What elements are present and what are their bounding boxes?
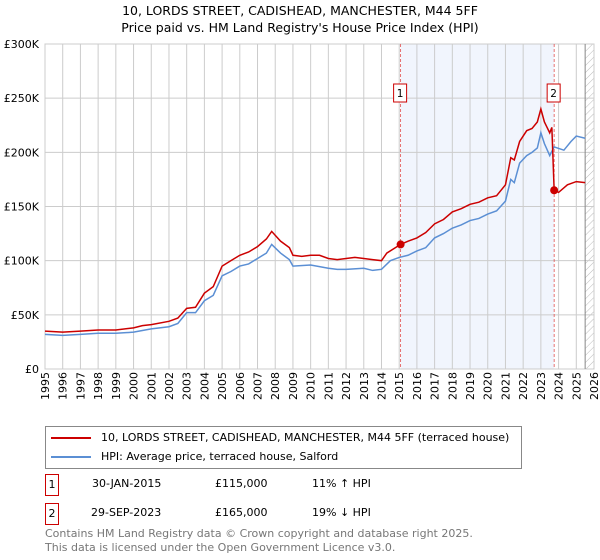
x-tick-label: 2026 bbox=[588, 372, 600, 400]
legend: 10, LORDS STREET, CADISHEAD, MANCHESTER,… bbox=[45, 426, 522, 469]
footer-line: This data is licensed under the Open Gov… bbox=[45, 541, 396, 554]
sale-point bbox=[550, 186, 559, 195]
x-tick-label: 1998 bbox=[92, 372, 105, 400]
x-tick-label: 2009 bbox=[287, 372, 300, 400]
x-tick-label: 1995 bbox=[39, 372, 52, 400]
footer-line: Contains HM Land Registry data © Crown c… bbox=[45, 527, 473, 540]
x-tick-label: 2021 bbox=[499, 372, 512, 400]
table-row: 1 30-JAN-2015 £115,000 11% ↑ HPI bbox=[45, 474, 445, 496]
sale-label: 2 bbox=[550, 88, 557, 100]
x-tick-label: 2002 bbox=[163, 372, 176, 400]
y-tick-label: £0 bbox=[25, 363, 39, 376]
y-tick-label: £200K bbox=[4, 146, 40, 159]
sale-price: £165,000 bbox=[215, 506, 268, 519]
footer: Contains HM Land Registry data © Crown c… bbox=[45, 527, 473, 555]
sale-label-box bbox=[393, 83, 408, 103]
x-tick-label: 2011 bbox=[322, 372, 335, 400]
sale-label-box bbox=[546, 83, 561, 103]
x-tick-label: 2022 bbox=[517, 372, 530, 400]
x-tick-label: 2016 bbox=[411, 372, 424, 400]
chart-subtitle: Price paid vs. HM Land Registry's House … bbox=[121, 20, 479, 35]
y-tick-label: £50K bbox=[11, 309, 40, 322]
x-tick-label: 2015 bbox=[393, 372, 406, 400]
price-chart: 1995 1996 1997 1998 1999 2000 2001 2002 2003 2004… bbox=[4, 38, 600, 400]
x-tick-label: 2004 bbox=[198, 372, 211, 400]
sale-label: 1 bbox=[397, 88, 404, 100]
y-tick-label: £300K bbox=[4, 38, 40, 51]
y-tick-label: £150K bbox=[4, 201, 40, 214]
x-tick-label: 2017 bbox=[429, 372, 442, 400]
x-tick-label: 2025 bbox=[570, 372, 583, 400]
y-tick-label: £250K bbox=[4, 92, 40, 105]
y-tick-label: £100K bbox=[4, 255, 40, 268]
sale-badge: 2 bbox=[45, 503, 59, 525]
x-tick-label: 2008 bbox=[269, 372, 282, 400]
sale-badge: 1 bbox=[45, 474, 59, 496]
x-tick-label: 2023 bbox=[535, 372, 548, 400]
legend-blue-line bbox=[51, 455, 91, 458]
x-tick-label: 2019 bbox=[464, 372, 477, 400]
legend-hpi: HPI: Average price, terraced house, Salf… bbox=[101, 450, 339, 463]
sale-hpi: 11% ↑ HPI bbox=[312, 477, 371, 490]
x-tick-label: 2006 bbox=[234, 372, 247, 400]
x-tick-label: 2007 bbox=[252, 372, 265, 400]
x-tick-label: 2018 bbox=[446, 372, 459, 400]
legend-property: 10, LORDS STREET, CADISHEAD, MANCHESTER,… bbox=[101, 431, 510, 444]
x-tick-label: 2012 bbox=[340, 372, 353, 400]
sale-price: £115,000 bbox=[215, 477, 268, 490]
x-tick-label: 2014 bbox=[375, 372, 388, 400]
table-row: 2 29-SEP-2023 £165,000 19% ↓ HPI bbox=[45, 503, 445, 525]
x-tick-label: 2020 bbox=[482, 372, 495, 400]
x-tick-label: 1996 bbox=[57, 372, 70, 400]
x-tick-label: 1999 bbox=[110, 372, 123, 400]
chart-title: 10, LORDS STREET, CADISHEAD, MANCHESTER,… bbox=[122, 3, 478, 18]
sale-date: 29-SEP-2023 bbox=[91, 506, 162, 519]
legend-red-line bbox=[51, 436, 91, 439]
hpi-line bbox=[44, 130, 586, 337]
x-tick-label: 1997 bbox=[74, 372, 87, 400]
sale-date: 30-JAN-2015 bbox=[92, 477, 162, 490]
x-tick-label: 2024 bbox=[553, 372, 566, 400]
x-tick-label: 2010 bbox=[305, 372, 318, 400]
sale-point bbox=[396, 240, 405, 249]
x-tick-label: 2000 bbox=[128, 372, 141, 400]
x-tick-label: 2003 bbox=[181, 372, 194, 400]
x-tick-label: 2005 bbox=[216, 372, 229, 400]
property-price-line bbox=[44, 106, 586, 333]
x-tick-label: 2013 bbox=[358, 372, 371, 400]
sale-hpi: 19% ↓ HPI bbox=[312, 506, 371, 519]
x-tick-label: 2001 bbox=[145, 372, 158, 400]
